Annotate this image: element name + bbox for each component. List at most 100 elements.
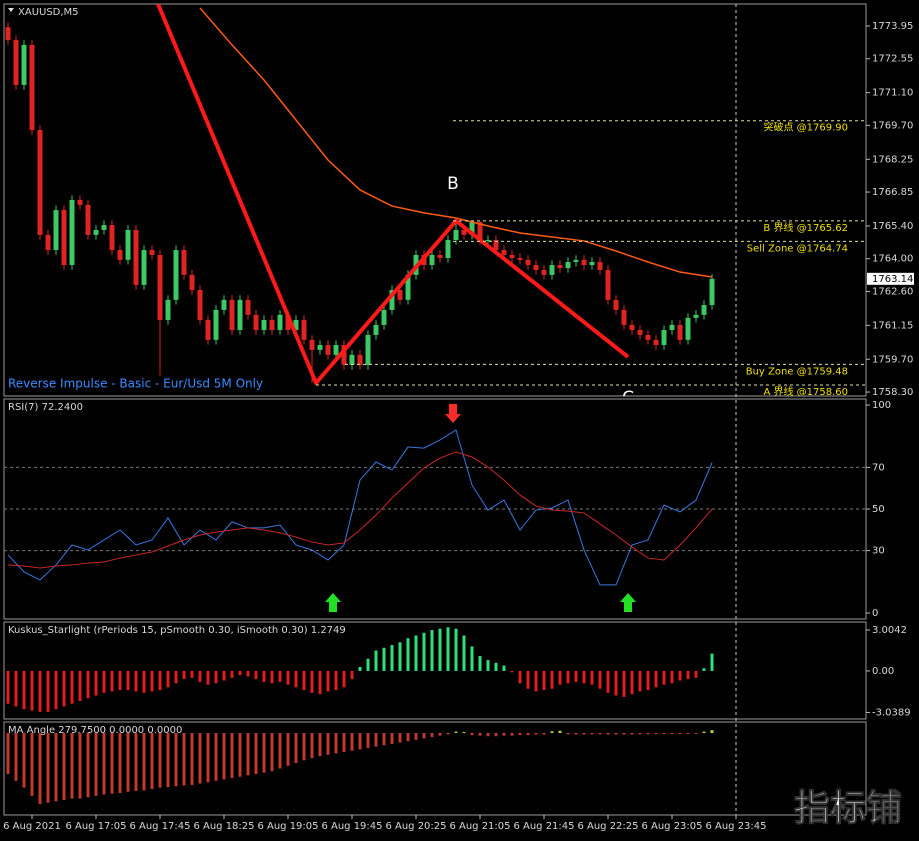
candle-body (93, 229, 99, 235)
panel-border (3, 3, 867, 397)
histogram-bar (534, 670, 538, 692)
histogram-bar (198, 670, 202, 682)
last-price-label: 1763.14 (872, 274, 913, 285)
histogram-bar (550, 731, 554, 733)
histogram-bar (86, 732, 90, 798)
histogram-bar (630, 732, 634, 735)
histogram-bar (446, 627, 450, 671)
y-tick-label: 0.00 (872, 666, 894, 677)
candle-body (141, 250, 147, 285)
histogram-bar (558, 730, 562, 733)
histogram-bar (94, 732, 98, 796)
wave-label: C (622, 388, 634, 408)
histogram-bar (614, 732, 618, 735)
candle-body (597, 261, 603, 270)
candle-body (309, 339, 315, 350)
histogram-bar (510, 732, 514, 736)
histogram-bar (14, 670, 18, 707)
candle-body (397, 290, 403, 300)
histogram-bar (438, 732, 442, 736)
candle-body (165, 299, 171, 320)
histogram-bar (70, 670, 74, 704)
y-tick-label: 1773.95 (872, 21, 913, 32)
x-tick-label: 6 Aug 21:05 (449, 821, 510, 832)
candle-body (325, 345, 331, 355)
main-plot: B C (447, 174, 634, 408)
histogram-bar (198, 732, 202, 784)
x-tick-label: 6 Aug 18:25 (193, 821, 254, 832)
histogram-bar (166, 732, 170, 788)
candle-body (573, 259, 579, 262)
histogram-bar (262, 670, 266, 682)
y-tick-label: 0 (872, 608, 878, 619)
histogram-bar (158, 732, 162, 788)
histogram-bar (414, 635, 418, 671)
histogram-bar (470, 732, 474, 736)
histogram-bar (502, 732, 506, 736)
histogram-bar (270, 670, 274, 684)
y-tick-label: 70 (872, 462, 885, 473)
histogram-bar (342, 670, 346, 688)
level-label: Sell Zone @1764.74 (747, 243, 848, 254)
candle-body (117, 250, 123, 260)
candle-body (213, 309, 219, 340)
histogram-bar (590, 732, 594, 735)
histogram-bar (30, 732, 34, 796)
histogram-bar (38, 670, 42, 712)
histogram-bar (22, 670, 26, 710)
candle-body (541, 269, 547, 275)
histogram-bar (70, 732, 74, 799)
histogram-bar (182, 732, 186, 786)
candle-body (661, 330, 667, 346)
x-tick-label: 6 Aug 22:25 (577, 821, 638, 832)
histogram-bar (526, 732, 530, 736)
histogram-bar (518, 670, 522, 684)
histogram-bar (158, 670, 162, 691)
level-label: Buy Zone @1759.48 (746, 366, 848, 377)
histogram-bar (86, 670, 90, 699)
histogram-bar (350, 732, 354, 751)
histogram-bar (518, 732, 522, 736)
menu-arrow[interactable] (8, 8, 14, 12)
y-tick-label: 1764.00 (872, 254, 913, 265)
candle-body (701, 305, 707, 315)
panel-plot (6, 730, 714, 805)
histogram-bar (142, 732, 146, 791)
candle-body (453, 229, 459, 240)
candle-body (333, 345, 339, 355)
histogram-bar (294, 732, 298, 764)
histogram-bar (230, 732, 234, 779)
histogram-bar (462, 732, 466, 734)
histogram-bar (366, 658, 370, 671)
candle-body (173, 250, 179, 300)
histogram-bar (278, 670, 282, 682)
histogram-bar (606, 732, 610, 735)
histogram-bar (582, 670, 586, 684)
candle-body (125, 229, 131, 260)
candle-body (493, 239, 499, 251)
histogram-bar (318, 670, 322, 695)
buy-arrow (325, 593, 341, 612)
candle-body (245, 299, 251, 315)
histogram-bar (358, 666, 362, 671)
histogram-bar (630, 670, 634, 695)
histogram-bar (46, 732, 50, 803)
histogram-bar (422, 632, 426, 671)
histogram-bar (478, 732, 482, 736)
x-tick-label: 6 Aug 17:05 (65, 821, 126, 832)
candle-body (501, 250, 507, 255)
histogram-bar (150, 670, 154, 692)
candle-body (685, 317, 691, 340)
y-tick-label: 30 (872, 546, 885, 557)
histogram-bar (102, 732, 106, 795)
candle-body (509, 254, 515, 259)
candle-body (589, 261, 595, 266)
zigzag (156, 4, 630, 385)
histogram-bar (710, 653, 714, 671)
histogram-bar (238, 732, 242, 777)
histogram-bar (574, 732, 578, 735)
histogram-bar (214, 732, 218, 781)
histogram-bar (702, 668, 706, 671)
candle-body (565, 261, 571, 269)
histogram-bar (286, 670, 290, 685)
